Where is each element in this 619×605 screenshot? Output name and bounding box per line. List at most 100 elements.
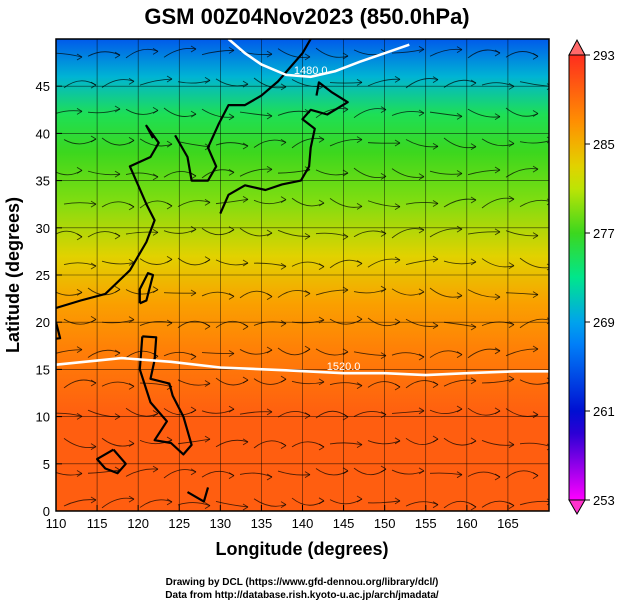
- streamline: [391, 48, 425, 54]
- coastline-segment: [138, 335, 193, 456]
- streamline-arrow: [90, 135, 97, 143]
- streamline: [443, 137, 477, 149]
- streamline: [125, 231, 159, 235]
- streamline: [56, 291, 83, 296]
- x-tick-label: 160: [456, 516, 478, 531]
- streamline-arrow: [546, 317, 549, 325]
- streamline: [163, 469, 197, 479]
- streamline-arrow: [266, 229, 273, 237]
- streamline: [481, 440, 515, 446]
- streamline-arrow: [380, 172, 387, 180]
- streamline-arrow: [356, 315, 363, 323]
- coastline-segment: [56, 124, 160, 310]
- plot-area: 1520.0 1480.0: [55, 38, 550, 512]
- colorbar-tick-label: 269: [593, 315, 615, 330]
- streamline-arrow: [394, 139, 401, 147]
- streamline: [291, 137, 325, 149]
- streamline-arrow: [128, 203, 135, 211]
- streamline: [405, 202, 439, 205]
- streamline-arrow: [242, 80, 249, 88]
- streamline-arrow: [432, 200, 439, 207]
- colorbar: 253 261 269 277 285 293: [568, 38, 615, 516]
- streamline-arrow: [304, 412, 311, 420]
- streamline: [315, 107, 349, 119]
- streamline: [201, 108, 235, 118]
- streamline-arrow: [494, 293, 501, 301]
- streamline-arrow: [204, 502, 211, 510]
- streamline: [443, 260, 477, 265]
- streamline: [201, 352, 235, 355]
- streamline: [429, 472, 463, 476]
- streamline-arrow: [90, 443, 97, 451]
- streamline-arrow: [204, 199, 211, 206]
- y-tick-label: 25: [36, 268, 50, 283]
- y-tick-label: 45: [36, 79, 50, 94]
- streamline-arrow: [228, 405, 235, 413]
- streamline: [177, 200, 211, 208]
- streamline: [101, 497, 135, 509]
- streamline-arrow: [304, 345, 311, 353]
- streamline-arrow: [228, 113, 235, 121]
- streamline-arrow: [242, 503, 249, 511]
- streamline-arrow: [456, 170, 463, 177]
- streamline-arrow: [380, 465, 387, 473]
- streamline-arrow: [432, 381, 439, 389]
- streamline: [239, 472, 273, 478]
- streamline-arrow: [318, 199, 325, 207]
- streamline-arrow: [76, 289, 83, 296]
- streamline: [215, 142, 249, 147]
- streamline: [367, 500, 401, 504]
- streamline: [481, 197, 515, 209]
- streamline-arrow: [304, 471, 311, 479]
- streamline-arrow: [356, 260, 363, 267]
- streamline: [429, 170, 463, 175]
- streamline: [467, 348, 501, 359]
- streamline-arrow: [356, 495, 363, 503]
- streamline: [139, 78, 173, 86]
- streamline-arrow: [532, 232, 539, 240]
- streamline-arrow: [114, 285, 121, 293]
- streamline-arrow: [242, 259, 249, 267]
- x-tick-label: 165: [497, 516, 519, 531]
- streamline: [481, 82, 515, 87]
- streamline-arrow: [418, 353, 425, 361]
- height-contours: 1520.0 1480.0: [56, 39, 549, 377]
- streamline: [101, 260, 135, 265]
- streamline-arrow: [190, 45, 197, 53]
- y-tick-label: 0: [43, 504, 50, 519]
- streamline-arrow: [318, 378, 325, 386]
- streamline-arrow: [204, 76, 211, 84]
- streamline: [253, 321, 287, 326]
- streamline-arrow: [532, 110, 539, 117]
- contour-label: 1480.0: [294, 65, 328, 77]
- streamline-arrow: [380, 285, 387, 293]
- streamline-arrow: [166, 498, 173, 506]
- streamline-arrow: [418, 288, 425, 296]
- streamline: [519, 257, 549, 269]
- streamline-arrow: [546, 377, 549, 385]
- streamline: [125, 48, 159, 59]
- streamline-arrow: [394, 75, 401, 83]
- streamline: [163, 48, 197, 58]
- streamline-arrow: [90, 81, 97, 89]
- contour-label: 1520.0: [327, 361, 361, 373]
- streamline-arrow: [432, 435, 439, 443]
- streamline-arrow: [280, 262, 287, 270]
- streamline-arrow: [432, 322, 439, 330]
- streamline-arrow: [204, 380, 211, 387]
- streamline-arrow: [394, 437, 401, 445]
- streamline: [329, 442, 363, 446]
- streamline-arrow: [114, 232, 121, 240]
- streamline-arrow: [166, 140, 173, 148]
- streamline-arrow: [546, 498, 549, 506]
- streamline: [519, 500, 549, 506]
- streamline: [201, 49, 235, 56]
- colorbar-tick-label: 253: [593, 493, 615, 508]
- streamline-arrow: [152, 106, 159, 114]
- streamline-arrow: [456, 46, 463, 54]
- y-axis-ticks: 0 5 10 15 20 25 30 35 40 45: [36, 79, 62, 519]
- streamline: [253, 498, 287, 507]
- streamline: [87, 469, 121, 474]
- streamline: [215, 259, 249, 266]
- streamline-arrow: [266, 408, 273, 416]
